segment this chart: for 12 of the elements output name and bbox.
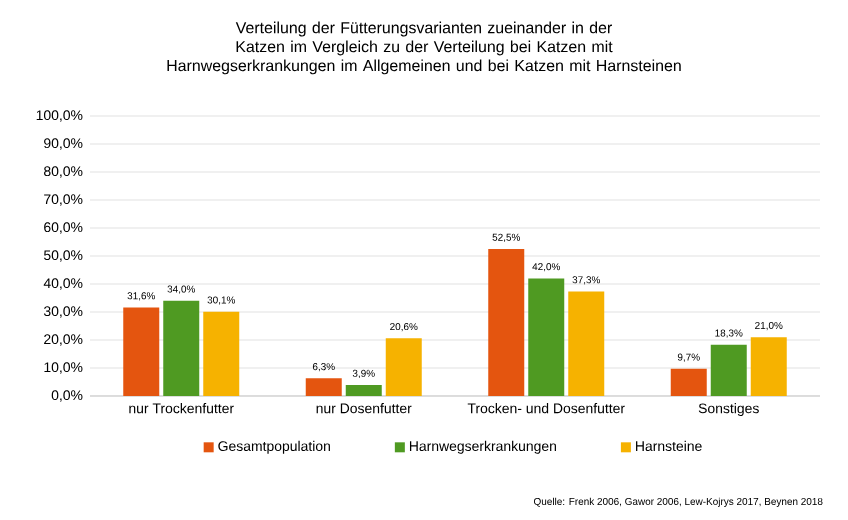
bar bbox=[385, 338, 422, 396]
bar bbox=[123, 307, 160, 396]
bar bbox=[568, 291, 605, 396]
bar bbox=[203, 311, 240, 396]
bar bbox=[345, 385, 382, 396]
bar bbox=[750, 337, 787, 396]
bar bbox=[670, 368, 707, 396]
bar bbox=[163, 300, 200, 396]
bar bbox=[488, 249, 525, 396]
bar bbox=[528, 278, 565, 396]
bar bbox=[710, 344, 747, 396]
bar bbox=[305, 378, 342, 396]
